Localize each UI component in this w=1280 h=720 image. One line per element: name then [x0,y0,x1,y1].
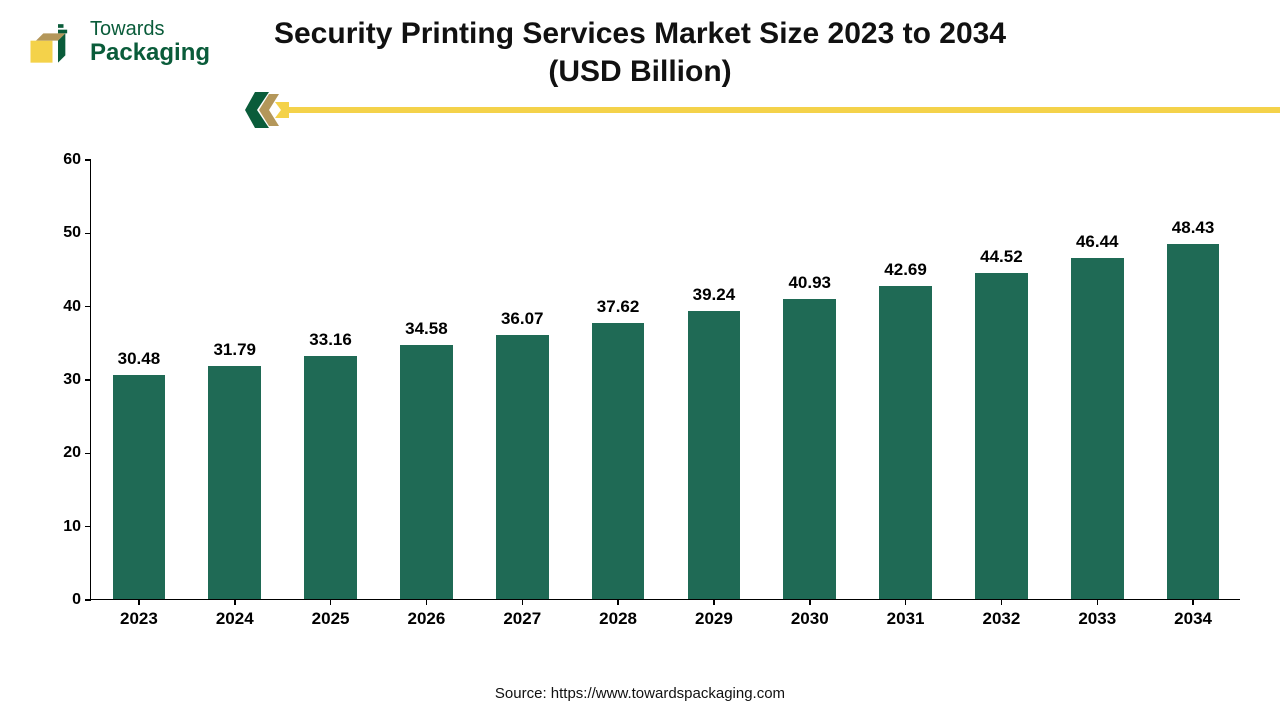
title-wrap: Security Printing Services Market Size 2… [0,15,1280,90]
y-tick-label: 20 [63,444,81,462]
chart-title: Security Printing Services Market Size 2… [0,15,1280,90]
x-tick-label: 2033 [1078,609,1116,629]
x-tick-mark [426,599,428,605]
x-tick-label: 2027 [503,609,541,629]
bar-value-label: 36.07 [501,309,544,329]
bar: 33.16 [304,356,357,599]
x-tick-mark [1001,599,1003,605]
y-tick-label: 40 [63,298,81,316]
bar: 44.52 [975,273,1028,599]
bar: 48.43 [1167,244,1220,599]
x-tick-label: 2029 [695,609,733,629]
x-tick-label: 2034 [1174,609,1212,629]
y-tick-label: 50 [63,224,81,242]
y-tick-mark [85,526,91,528]
bar-value-label: 33.16 [309,330,352,350]
bar-value-label: 31.79 [213,340,256,360]
x-tick-label: 2025 [312,609,350,629]
bar: 37.62 [592,323,645,599]
y-tick-label: 0 [72,591,81,609]
x-tick-mark [713,599,715,605]
plot-area: 010203040506030.48202331.79202433.162025… [90,160,1240,600]
bar-value-label: 46.44 [1076,232,1119,252]
bar-value-label: 39.24 [693,285,736,305]
x-tick-mark [522,599,524,605]
bar: 31.79 [208,366,261,599]
y-tick-label: 30 [63,371,81,389]
x-tick-mark [1097,599,1099,605]
y-tick-label: 60 [63,151,81,169]
bar: 42.69 [879,286,932,599]
bar: 40.93 [783,299,836,599]
bar: 46.44 [1071,258,1124,599]
y-tick-label: 10 [63,518,81,536]
x-tick-label: 2026 [407,609,445,629]
x-tick-mark [330,599,332,605]
x-tick-label: 2030 [791,609,829,629]
title-divider [245,98,1280,122]
x-tick-label: 2031 [887,609,925,629]
divider-line [285,107,1280,113]
bar-value-label: 37.62 [597,297,640,317]
source-text: Source: https://www.towardspackaging.com [0,685,1280,702]
x-tick-mark [234,599,236,605]
y-tick-mark [85,306,91,308]
x-tick-mark [809,599,811,605]
y-tick-mark [85,159,91,161]
x-tick-label: 2023 [120,609,158,629]
x-tick-mark [617,599,619,605]
x-tick-mark [1192,599,1194,605]
bar-value-label: 30.48 [118,349,161,369]
x-tick-label: 2028 [599,609,637,629]
chart-region: 010203040506030.48202331.79202433.162025… [45,140,1245,650]
x-tick-label: 2024 [216,609,254,629]
y-tick-mark [85,379,91,381]
y-tick-mark [85,599,91,601]
bar-value-label: 42.69 [884,260,927,280]
x-tick-mark [905,599,907,605]
bar-value-label: 34.58 [405,319,448,339]
chart-title-text: Security Printing Services Market Size 2… [274,17,1006,88]
y-tick-mark [85,233,91,235]
bar: 30.48 [113,375,166,599]
bar: 36.07 [496,335,549,600]
x-tick-mark [138,599,140,605]
bar-value-label: 44.52 [980,247,1023,267]
bar-value-label: 48.43 [1172,218,1215,238]
bar-value-label: 40.93 [788,273,831,293]
divider-chevron-icon [245,92,291,128]
bar: 34.58 [400,345,453,599]
y-tick-mark [85,453,91,455]
x-tick-label: 2032 [982,609,1020,629]
bar: 39.24 [688,311,741,599]
